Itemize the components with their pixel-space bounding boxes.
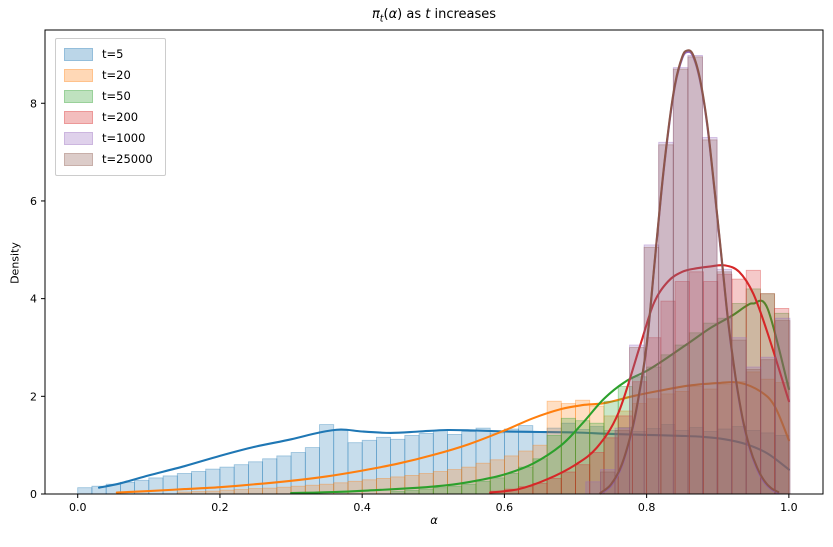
title-sub-t: t — [379, 13, 384, 25]
legend-item-t5: t=5 — [64, 44, 153, 65]
title-alpha: α — [388, 7, 398, 22]
hist-bar — [233, 489, 249, 495]
hist-bar — [643, 246, 660, 495]
hist-bar — [745, 369, 762, 495]
legend-swatch-t20 — [64, 69, 93, 82]
x-tick-label: 0.6 — [496, 501, 514, 514]
hist-bar — [775, 320, 791, 495]
legend-swatch-t25000 — [64, 153, 93, 166]
hist-bar — [319, 424, 335, 495]
hist-bar — [375, 477, 392, 495]
x-tick-label: 0.0 — [69, 501, 87, 514]
hist-bar — [687, 56, 703, 495]
title-t: t — [425, 7, 431, 22]
kde-line-t=25000 — [599, 49, 780, 495]
y-tick-label: 6 — [30, 195, 37, 208]
y-axis-label: Density — [8, 242, 22, 284]
hist-bar — [176, 473, 192, 495]
hist-bar — [418, 488, 434, 495]
hist-bar — [247, 488, 264, 495]
x-tick-label: 0.2 — [211, 501, 229, 514]
legend-swatch-t1000 — [64, 132, 93, 145]
x-axis-label: α — [430, 513, 438, 527]
legend-label-t50: t=50 — [102, 89, 131, 103]
legend-item-t25000: t=25000 — [64, 149, 153, 170]
hist-bar — [205, 468, 221, 495]
legend-item-t1000: t=1000 — [64, 128, 153, 149]
legend-item-t20: t=20 — [64, 65, 153, 86]
hist-bar — [361, 479, 377, 495]
title-paren-open: ( — [383, 7, 389, 22]
y-tick-label: 8 — [30, 97, 37, 110]
hist-bar — [461, 483, 477, 495]
legend-label-t1000: t=1000 — [102, 131, 146, 145]
x-tick-label: 0.4 — [353, 501, 371, 514]
legend-swatch-t200 — [64, 111, 93, 124]
y-tick-label: 2 — [30, 390, 37, 403]
hist-bar — [276, 486, 292, 495]
hist-bar — [546, 477, 562, 495]
kde-line-t=5 — [97, 428, 790, 489]
legend-label-t25000: t=25000 — [102, 152, 153, 166]
legend: t=5 t=20 t=50 t=200 t=1000 t=25000 — [55, 38, 166, 176]
chart-title: πt(α) as t increases — [45, 6, 823, 28]
hist-bar — [162, 475, 178, 495]
title-end: increases — [430, 7, 497, 22]
hist-bar — [560, 471, 576, 495]
hist-bar — [447, 485, 463, 495]
kde-line-t=200 — [489, 264, 790, 494]
hist-bar — [475, 480, 491, 495]
hist-bar — [629, 347, 645, 495]
y-tick-label: 0 — [30, 488, 37, 501]
kde-line-t=20 — [115, 381, 790, 494]
axes-spines — [44, 29, 824, 495]
legend-swatch-t50 — [64, 90, 93, 103]
series-t=20 — [115, 371, 790, 495]
kde-line-t=50 — [290, 299, 790, 495]
hist-bar — [432, 487, 448, 495]
y-tick-label: 4 — [30, 293, 37, 306]
hist-bar — [77, 487, 93, 495]
series-t=200 — [489, 264, 790, 495]
hist-bar — [262, 487, 278, 495]
title-mid: ) as — [397, 7, 426, 22]
hist-bar — [219, 489, 235, 495]
legend-label-t20: t=20 — [102, 68, 131, 82]
hist-bar — [760, 359, 776, 495]
title-pi: π — [371, 7, 380, 22]
legend-swatch-t5 — [64, 48, 93, 61]
hist-bar — [191, 471, 207, 495]
legend-label-t200: t=200 — [102, 110, 139, 124]
hist-bar — [672, 68, 689, 495]
hist-bar — [716, 271, 732, 495]
x-tick-label: 0.8 — [638, 501, 656, 514]
legend-item-t50: t=50 — [64, 86, 153, 107]
x-tick-label: 1.0 — [780, 501, 798, 514]
hist-bar — [585, 481, 601, 495]
legend-label-t5: t=5 — [102, 47, 124, 61]
legend-item-t200: t=200 — [64, 107, 153, 128]
hist-bar — [404, 490, 420, 495]
